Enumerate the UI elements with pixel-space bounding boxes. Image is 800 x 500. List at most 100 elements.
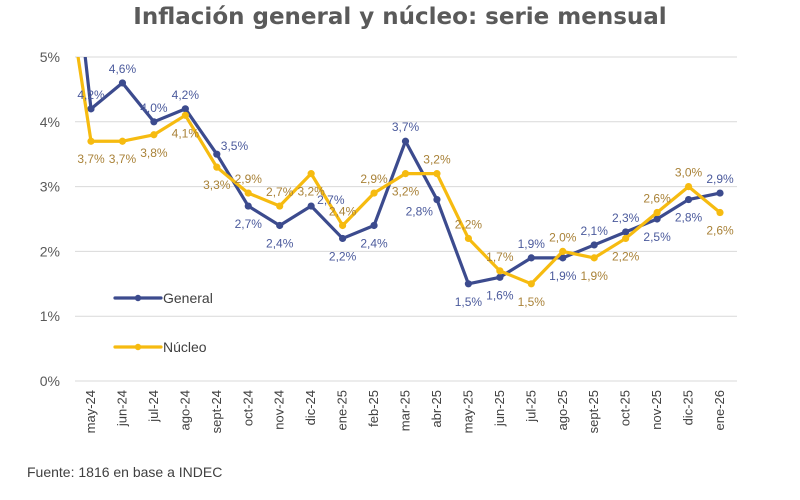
- data-label: 2,9%: [706, 172, 734, 186]
- data-point: [213, 163, 221, 171]
- data-label: 3,2%: [392, 185, 420, 199]
- data-label: 3,3%: [203, 178, 231, 192]
- data-point: [276, 221, 284, 230]
- legend-marker: [134, 343, 142, 351]
- data-point: [244, 189, 252, 197]
- data-label: 2,2%: [455, 217, 483, 231]
- data-label: 2,6%: [643, 192, 671, 206]
- data-label: 1,9%: [549, 269, 577, 283]
- data-point: [653, 208, 661, 217]
- x-tick-label: jun-25: [492, 390, 507, 427]
- x-tick-label: may-25: [460, 390, 475, 433]
- data-label: 1,5%: [455, 295, 483, 309]
- data-label: 3,5%: [221, 139, 249, 153]
- data-label: 2,9%: [235, 172, 263, 186]
- x-tick-label: nov-25: [649, 390, 664, 430]
- data-point: [527, 254, 535, 262]
- x-tick-label: jul-24: [146, 390, 161, 423]
- data-label: 2,2%: [612, 249, 640, 263]
- data-point: [401, 170, 410, 178]
- data-point: [496, 267, 504, 275]
- data-point: [370, 189, 378, 197]
- data-label: 2,7%: [317, 193, 345, 207]
- data-point: [433, 170, 441, 178]
- data-point: [716, 189, 724, 197]
- data-label: 2,6%: [706, 224, 734, 238]
- data-label: 2,7%: [266, 185, 294, 199]
- data-point: [118, 79, 127, 87]
- data-label: 2,1%: [581, 224, 609, 238]
- source-note: Fuente: 1816 en base a INDEC: [27, 464, 223, 480]
- legend: General Núcleo: [113, 290, 213, 355]
- data-label: 4,2%: [172, 88, 200, 102]
- data-point: [559, 254, 567, 262]
- data-label: 3,8%: [140, 146, 168, 160]
- data-point: [433, 195, 441, 204]
- legend-label: General: [163, 290, 213, 306]
- data-point: [213, 150, 221, 158]
- data-label: 4,6%: [109, 62, 137, 76]
- data-point: [370, 221, 378, 230]
- data-point: [590, 254, 598, 262]
- data-labels: 4,2%4,6%4,0%4,2%3,5%2,7%2,4%2,7%2,2%2,4%…: [77, 62, 734, 309]
- data-label: 3,7%: [77, 152, 105, 166]
- data-label: 2,4%: [329, 204, 357, 218]
- data-label: 2,0%: [549, 230, 577, 244]
- data-point: [181, 105, 189, 113]
- data-label: 4,0%: [140, 101, 168, 115]
- x-tick-label: ago-24: [177, 390, 192, 430]
- x-tick-label: mar-25: [398, 390, 413, 431]
- data-label: 3,7%: [392, 120, 420, 134]
- x-tick-label: dic-25: [681, 390, 696, 425]
- data-point: [496, 273, 504, 281]
- data-label: 3,0%: [675, 166, 703, 180]
- legend-label: Núcleo: [163, 339, 207, 355]
- data-point: [622, 228, 630, 236]
- data-label: 3,2%: [423, 153, 451, 167]
- y-tick-label: 0%: [40, 373, 60, 389]
- data-point: [87, 105, 95, 113]
- data-label: 2,4%: [360, 236, 388, 250]
- x-tick-label: ago-25: [555, 390, 570, 430]
- x-tick-label: ene-25: [335, 390, 350, 430]
- series: [76, 57, 724, 288]
- data-point: [559, 247, 567, 255]
- data-point: [118, 137, 127, 145]
- x-tick-label: feb-25: [366, 390, 381, 427]
- x-tick-label: abr-25: [429, 390, 444, 428]
- x-tick-label: may-24: [83, 390, 98, 433]
- data-point: [622, 234, 630, 243]
- data-label: 1,9%: [518, 237, 546, 251]
- series-line-general: [83, 57, 722, 286]
- data-point: [87, 137, 95, 145]
- y-tick-label: 5%: [40, 49, 60, 65]
- data-point: [150, 118, 158, 126]
- data-point: [464, 280, 472, 288]
- data-label: 4,1%: [172, 126, 200, 140]
- data-point: [150, 131, 158, 139]
- data-label: 1,5%: [518, 295, 546, 309]
- x-tick-label: nov-24: [272, 390, 287, 430]
- x-tick-label: sept-25: [586, 390, 601, 433]
- data-label: 2,3%: [612, 211, 640, 225]
- x-tick-label: jun-24: [114, 390, 129, 427]
- data-label: 4,2%: [77, 88, 105, 102]
- data-label: 3,2%: [297, 185, 325, 199]
- x-tick-label: sept-24: [209, 390, 224, 433]
- data-point: [307, 202, 315, 210]
- x-tick-label: dic-24: [303, 390, 318, 425]
- data-point: [716, 208, 724, 217]
- data-point: [527, 280, 535, 288]
- data-label: 2,9%: [360, 172, 388, 186]
- x-tick-label: oct-24: [240, 390, 255, 426]
- data-point: [339, 221, 347, 230]
- y-tick-label: 4%: [40, 114, 60, 130]
- x-tick-label: oct-25: [618, 390, 633, 426]
- y-tick-label: 3%: [40, 179, 60, 195]
- data-point: [307, 170, 315, 178]
- data-point: [590, 241, 598, 249]
- y-tick-label: 1%: [40, 308, 60, 324]
- legend-marker: [134, 294, 142, 302]
- data-label: 2,5%: [643, 230, 671, 244]
